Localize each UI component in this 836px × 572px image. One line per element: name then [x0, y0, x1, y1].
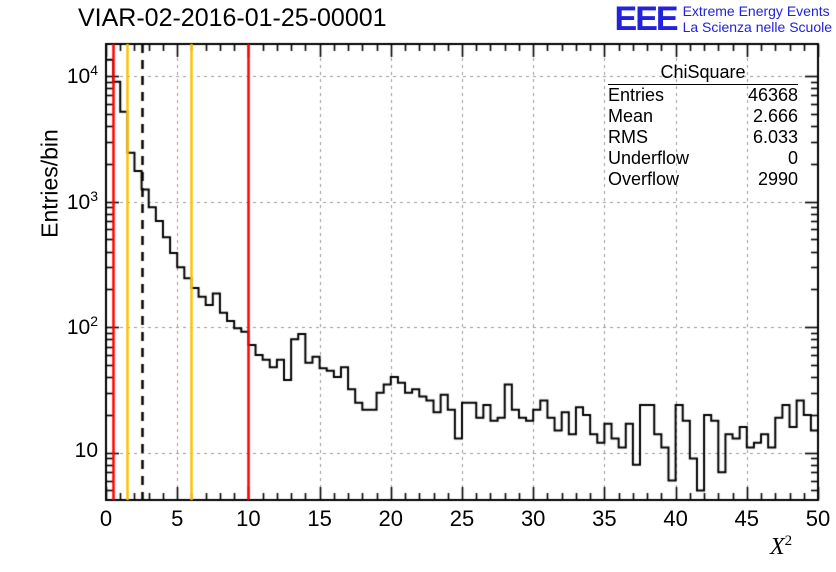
- x-tick-label: 0: [99, 506, 113, 531]
- stats-title: ChiSquare: [608, 62, 798, 85]
- x-tick-label: 40: [663, 506, 688, 531]
- stats-row-key: Mean: [608, 106, 654, 126]
- stats-row: Entries 46368: [608, 85, 798, 106]
- y-axis-title: Entries/bin: [36, 129, 63, 238]
- stats-row-key: Overflow: [608, 169, 680, 189]
- x-tick-label: 5: [171, 506, 184, 531]
- stats-row-value: 6.033: [752, 127, 798, 147]
- x-tick-label: 50: [805, 506, 831, 531]
- x-tick-label: 15: [307, 506, 332, 531]
- x-axis-title-exponent: 2: [784, 533, 793, 549]
- x-tick-label: 35: [592, 506, 617, 531]
- eee-logo-mark: EEE: [614, 0, 679, 38]
- x-tick-label: 30: [520, 506, 546, 531]
- eee-logo-text: Extreme Energy Events La Scienza nelle S…: [683, 3, 832, 35]
- x-tick-label: 45: [734, 506, 760, 531]
- y-tick-label: 104: [66, 62, 98, 89]
- stats-row-key: Underflow: [608, 148, 690, 168]
- stats-row-value: 0: [787, 148, 798, 168]
- stats-row-key: Entries: [608, 85, 665, 105]
- page-title: VIAR-02-2016-01-25-00001: [78, 4, 387, 32]
- stats-row-value: 2990: [757, 169, 798, 189]
- stats-row: RMS 6.033: [608, 127, 798, 148]
- x-axis-title: X2: [770, 533, 792, 561]
- stats-row-value: 2.666: [752, 106, 798, 126]
- x-tick-label: 20: [378, 506, 404, 531]
- y-tick-label: 10: [74, 438, 98, 462]
- x-axis-title-text: X: [770, 534, 785, 560]
- stats-box: ChiSquare Entries 46368 Mean 2.666 RMS 6.033 U…: [608, 62, 798, 190]
- eee-logo-line1: Extreme Energy Events: [682, 3, 830, 19]
- eee-logo-line2: La Scienza nelle Scuole: [682, 19, 832, 35]
- stats-row: Overflow 2990: [608, 169, 798, 190]
- stats-row-value: 46368: [747, 85, 798, 105]
- y-tick-label: 103: [66, 187, 98, 214]
- stats-row: Mean 2.666: [608, 106, 798, 127]
- x-tick-label: 10: [236, 506, 261, 531]
- eee-logo: EEE Extreme Energy Events La Scienza nel…: [615, 2, 832, 36]
- stats-row-key: RMS: [608, 127, 648, 147]
- y-tick-label: 102: [66, 313, 98, 340]
- stats-rows: Entries 46368 Mean 2.666 RMS 6.033 Underflow 0 O…: [608, 85, 798, 190]
- stats-row: Underflow 0: [608, 148, 798, 169]
- x-tick-label: 25: [449, 506, 475, 531]
